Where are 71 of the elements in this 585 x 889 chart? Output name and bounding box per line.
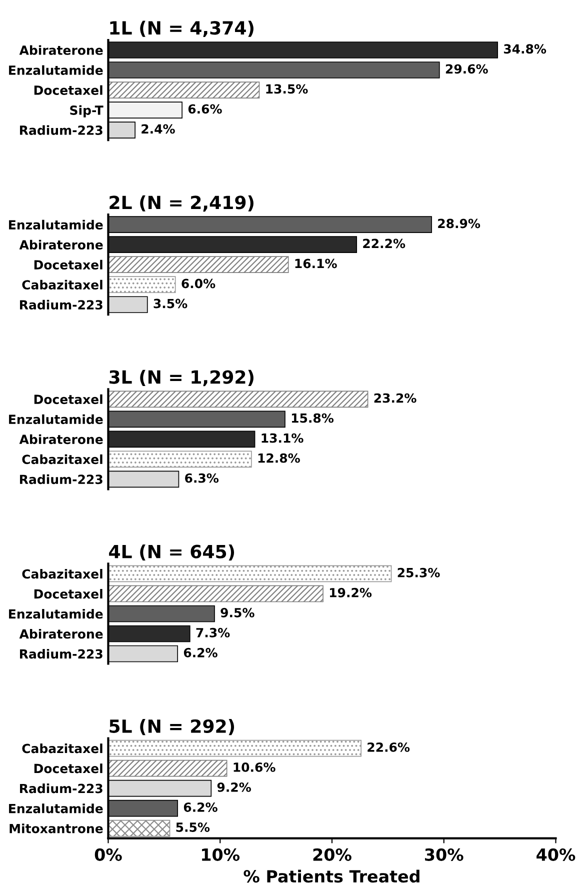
data-label: 13.5% xyxy=(266,84,308,94)
x-tick-label: 0% xyxy=(94,848,122,861)
y-tick-label: Enzalutamide xyxy=(9,65,103,75)
y-tick-label: Radium-223 xyxy=(20,784,102,794)
y-tick-label: Abiraterone xyxy=(19,628,103,639)
data-label: 12.8% xyxy=(258,453,300,463)
y-tick-label: Docetaxel xyxy=(34,85,102,95)
x-tick-label: 20% xyxy=(313,848,352,861)
data-label: 22.6% xyxy=(368,742,410,752)
y-tick-label: Enzalutamide xyxy=(9,414,103,424)
x-axis-title: % Patients Treated xyxy=(244,870,420,883)
data-label: 10.6% xyxy=(234,762,276,772)
x-tick-label: 40% xyxy=(536,848,576,861)
data-label: 13.1% xyxy=(262,433,304,443)
data-label: 6.0% xyxy=(182,278,216,288)
y-tick-label: Enzalutamide xyxy=(9,608,103,619)
data-label: 23.2% xyxy=(374,393,416,403)
chart-title: 4L (N = 645) xyxy=(109,544,234,561)
y-tick-label: Abiraterone xyxy=(19,434,103,444)
bar xyxy=(108,256,289,274)
chart-title: 5L (N = 292) xyxy=(110,719,234,736)
data-label: 16.1% xyxy=(295,258,337,268)
bar xyxy=(108,276,176,294)
chart-title: 1L (N = 4,374) xyxy=(110,20,254,38)
y-tick-label: Docetaxel xyxy=(34,588,102,599)
bar xyxy=(108,740,362,757)
y-tick-label: Enzalutamide xyxy=(9,804,103,814)
data-label: 5.5% xyxy=(176,822,210,832)
data-label: 6.6% xyxy=(188,104,222,114)
y-tick-label: Mitoxantrone xyxy=(10,824,103,834)
y-tick-label: Enzalutamide xyxy=(9,220,103,230)
data-label: 25.3% xyxy=(398,568,440,578)
bar xyxy=(108,760,228,777)
data-label: 2.4% xyxy=(142,124,175,134)
y-tick-label: Docetaxel xyxy=(34,394,102,404)
data-label: 3.5% xyxy=(154,298,188,308)
y-tick-label: Sip-T xyxy=(70,105,104,118)
bar xyxy=(108,585,324,602)
chart-title: 3L (N = 1,292) xyxy=(109,370,254,386)
bar xyxy=(108,565,392,582)
y-tick-label: Docetaxel xyxy=(34,764,102,774)
data-label: 28.9% xyxy=(438,218,480,228)
y-tick-label: Abiraterone xyxy=(19,45,103,55)
y-tick-label: Docetaxel xyxy=(34,260,102,270)
bar xyxy=(108,820,170,837)
y-tick-label: Radium-223 xyxy=(20,300,102,310)
y-tick-label: Cabazitaxel xyxy=(22,454,102,464)
data-label: 22.2% xyxy=(363,238,406,248)
y-tick-label: Abiraterone xyxy=(19,240,103,250)
y-tick-label: Cabazitaxel xyxy=(22,744,102,754)
data-label: 6.3% xyxy=(185,473,219,483)
bar xyxy=(108,390,368,408)
data-label: 7.3% xyxy=(196,628,230,638)
data-label: 9.2% xyxy=(217,782,251,792)
y-tick-label: Cabazitaxel xyxy=(22,280,102,290)
x-tick-label: 10% xyxy=(202,848,240,861)
bar xyxy=(108,450,252,468)
data-label: 19.2% xyxy=(330,588,372,598)
y-tick-label: Radium-223 xyxy=(20,474,102,484)
x-tick-label: 30% xyxy=(425,848,464,861)
y-tick-label: Radium-223 xyxy=(20,125,102,135)
data-label: 29.6% xyxy=(446,64,488,74)
data-label: 6.2% xyxy=(184,802,218,812)
data-label: 6.2% xyxy=(184,648,218,658)
data-label: 34.8% xyxy=(504,44,546,54)
y-tick-label: Radium-223 xyxy=(20,649,102,659)
data-label: 9.5% xyxy=(220,608,254,618)
data-label: 15.8% xyxy=(292,413,334,423)
y-tick-label: Cabazitaxel xyxy=(22,568,102,579)
chart-title: 2L (N = 2,419) xyxy=(110,195,254,212)
bar xyxy=(108,82,260,98)
